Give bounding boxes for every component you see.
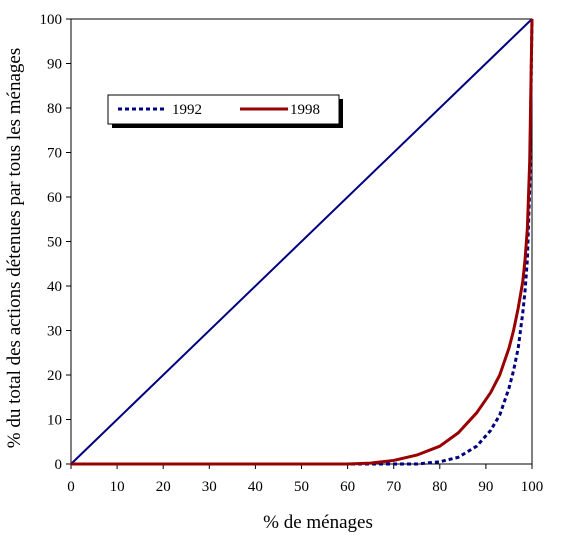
x-tick-label: 20 [156,479,171,495]
x-tick-label: 0 [67,479,75,495]
y-tick-label: 0 [55,457,63,473]
x-tick-label: 90 [478,479,493,495]
y-tick-label: 70 [47,146,62,162]
x-tick-label: 10 [110,479,125,495]
y-tick-label: 20 [47,368,62,384]
y-tick-label: 80 [47,101,62,117]
series-line-1992 [71,18,534,466]
legend-label-1992: 1992 [172,102,202,118]
series-line-1998 [71,18,534,466]
x-axis: 0 10 20 30 40 50 60 70 80 90 100 [67,464,543,495]
x-tick-label: 70 [386,479,401,495]
x-tick-label: 100 [521,479,544,495]
y-axis: 0 10 20 30 40 50 60 70 80 90 100 [40,12,71,473]
legend: 1992 1998 [107,94,343,128]
x-tick-label: 80 [432,479,447,495]
y-tick-label: 100 [40,12,63,28]
x-tick-label: 40 [248,479,263,495]
equality-line [70,18,533,465]
x-tick-label: 50 [294,479,309,495]
legend-label-1998: 1998 [290,102,320,118]
y-axis-title: % du total des actions détenues par tous… [4,48,25,448]
y-tick-label: 30 [47,324,62,340]
y-tick-label: 40 [47,279,62,295]
x-tick-label: 60 [340,479,355,495]
y-tick-label: 90 [47,57,62,73]
y-tick-label: 60 [47,190,62,206]
series-layer [71,18,534,466]
x-tick-label: 30 [202,479,217,495]
y-tick-label: 50 [47,235,62,251]
y-tick-label: 10 [47,413,62,429]
x-axis-title: % de ménages [263,512,373,533]
